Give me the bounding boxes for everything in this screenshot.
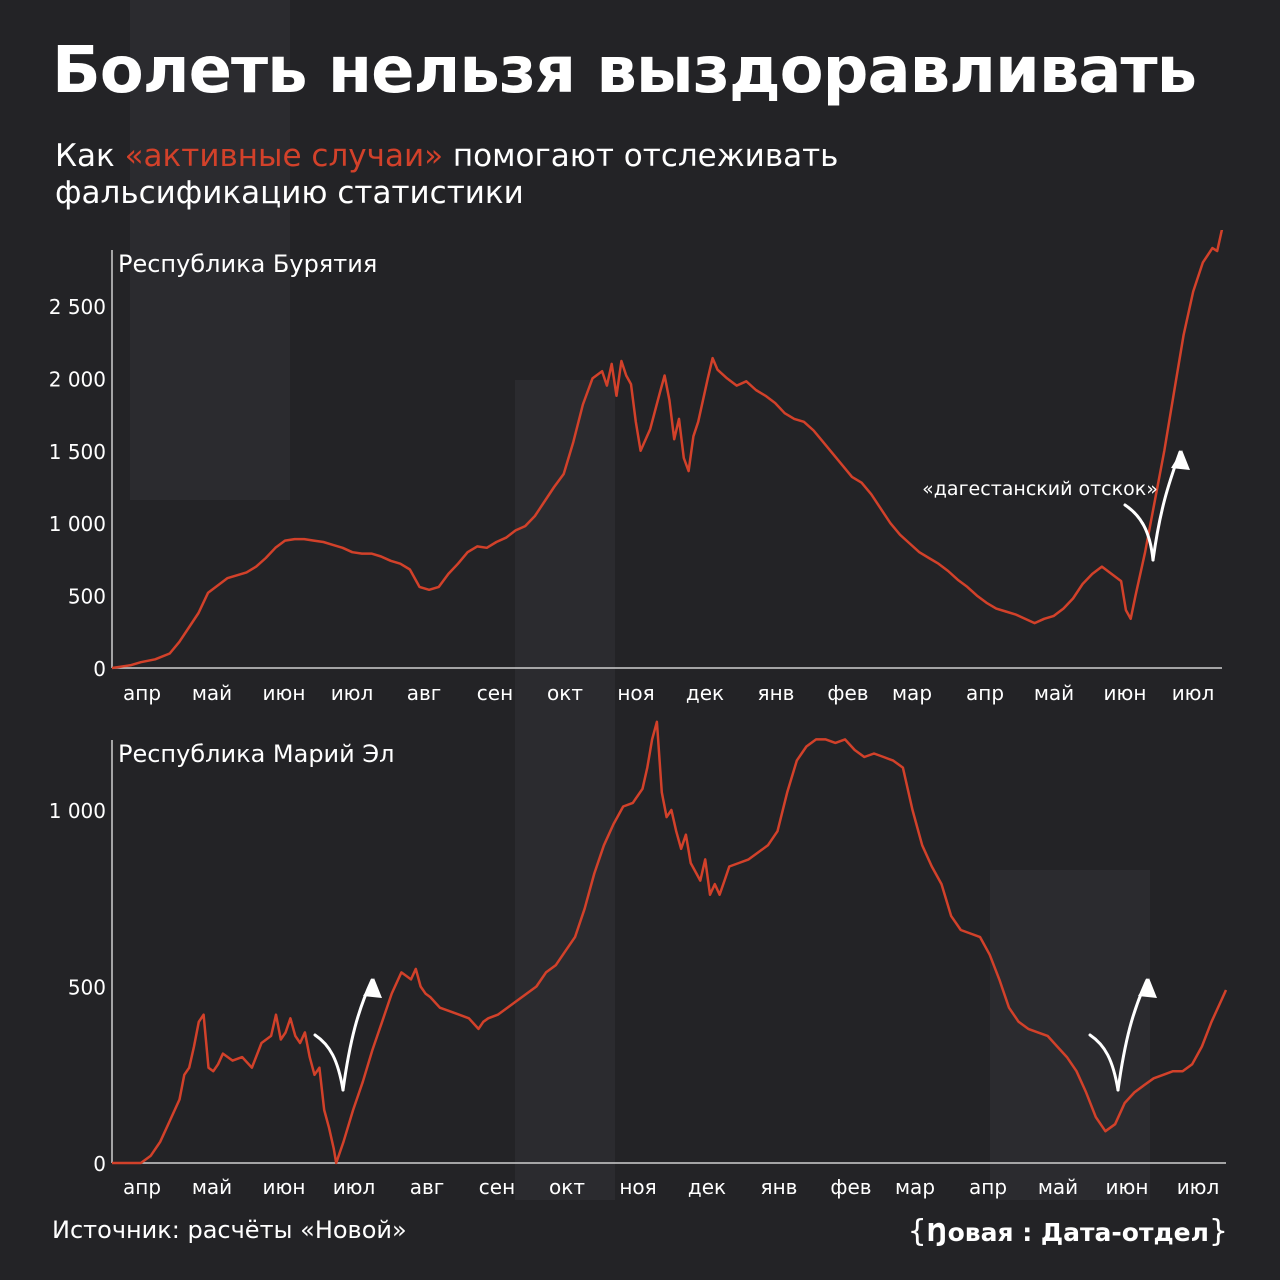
arrow-head	[363, 978, 382, 998]
background-logo-shape	[130, 0, 290, 500]
x-tick-label: май	[1034, 681, 1074, 705]
series-line	[112, 720, 1228, 1165]
y-tick-label: 1 000	[49, 512, 106, 536]
x-tick-label: янв	[761, 1175, 798, 1199]
page-subtitle: Как «активные случаи» помогают отслежива…	[55, 138, 1055, 212]
chart-mari-el: Республика Марий Эл 0 500 1 000 апр май июн июл…	[49, 720, 1228, 1199]
x-tick-label: июн	[263, 1175, 306, 1199]
x-tick-label: мар	[892, 681, 932, 705]
brand-logo: {Ŋовая : Дата-отдел}	[908, 1214, 1228, 1249]
x-tick-label: апр	[123, 1175, 161, 1199]
x-tick-label: апр	[123, 681, 161, 705]
x-tick-label: окт	[547, 681, 583, 705]
subtitle-highlight: «активные случаи»	[124, 138, 444, 174]
chart-title: Республика Бурятия	[118, 250, 377, 278]
x-tick-label: мар	[895, 1175, 935, 1199]
x-tick-label: май	[192, 681, 232, 705]
x-tick-label: июл	[1172, 681, 1215, 705]
y-tick-label: 2 000	[49, 367, 106, 391]
y-tick-label: 500	[68, 585, 106, 609]
y-tick-label: 1 000	[49, 799, 106, 823]
arrow-tail	[1123, 503, 1155, 562]
x-tick-label: июн	[1104, 681, 1147, 705]
x-tick-label: сен	[477, 681, 513, 705]
y-tick-label: 500	[68, 976, 106, 1000]
x-tick-label: апр	[969, 1175, 1007, 1199]
x-tick-label: окт	[549, 1175, 585, 1199]
x-tick-label: фев	[830, 1175, 871, 1199]
arrow-head	[1138, 978, 1157, 998]
subtitle-prefix: Как	[55, 138, 125, 174]
x-tick-label: фев	[827, 681, 868, 705]
x-tick-label: дек	[686, 681, 724, 705]
series-line	[111, 230, 1224, 670]
background-logo-shape	[990, 870, 1150, 1200]
brand-name: Ŋовая : Дата-отдел	[926, 1218, 1209, 1247]
x-tick-label: июл	[1177, 1175, 1220, 1199]
chart-title: Республика Марий Эл	[118, 740, 394, 768]
x-tick-label: июл	[331, 681, 374, 705]
chart-buryatia: Республика Бурятия 0 500 1 000 1 500 2 000 2 5…	[49, 230, 1224, 705]
x-tick-label: авг	[410, 1175, 445, 1199]
page-title: Болеть нельзя выздоравливать	[52, 34, 1197, 108]
arrow-tail	[1088, 1033, 1120, 1092]
x-tick-label: ноя	[619, 1175, 656, 1199]
source-note: Источник: расчёты «Новой»	[52, 1216, 407, 1244]
brand-brace-close: }	[1208, 1214, 1228, 1249]
x-tick-label: дек	[688, 1175, 726, 1199]
x-tick-label: апр	[966, 681, 1004, 705]
arrow-shaft	[1116, 978, 1149, 1092]
x-tick-label: май	[1038, 1175, 1078, 1199]
arrow-head	[1171, 450, 1190, 470]
x-tick-label: июн	[1106, 1175, 1149, 1199]
x-tick-label: июл	[333, 1175, 376, 1199]
annotation-label: «дагестанский отскок»	[922, 478, 1158, 500]
background-logo-shape	[515, 380, 615, 1200]
x-tick-label: июн	[263, 681, 306, 705]
x-tick-label: сен	[479, 1175, 515, 1199]
x-tick-label: янв	[758, 681, 795, 705]
x-tick-label: авг	[407, 681, 442, 705]
y-tick-label: 0	[93, 657, 106, 681]
y-tick-label: 0	[93, 1152, 106, 1176]
y-tick-label: 2 500	[49, 295, 106, 319]
x-tick-label: май	[192, 1175, 232, 1199]
arrow-shaft	[341, 978, 374, 1092]
subtitle-suffix: помогают отслеживать фальсификацию стати…	[55, 138, 839, 211]
brand-brace-open: {	[907, 1214, 927, 1249]
y-tick-label: 1 500	[49, 440, 106, 464]
arrow-tail	[313, 1033, 345, 1092]
x-tick-label: ноя	[617, 681, 654, 705]
